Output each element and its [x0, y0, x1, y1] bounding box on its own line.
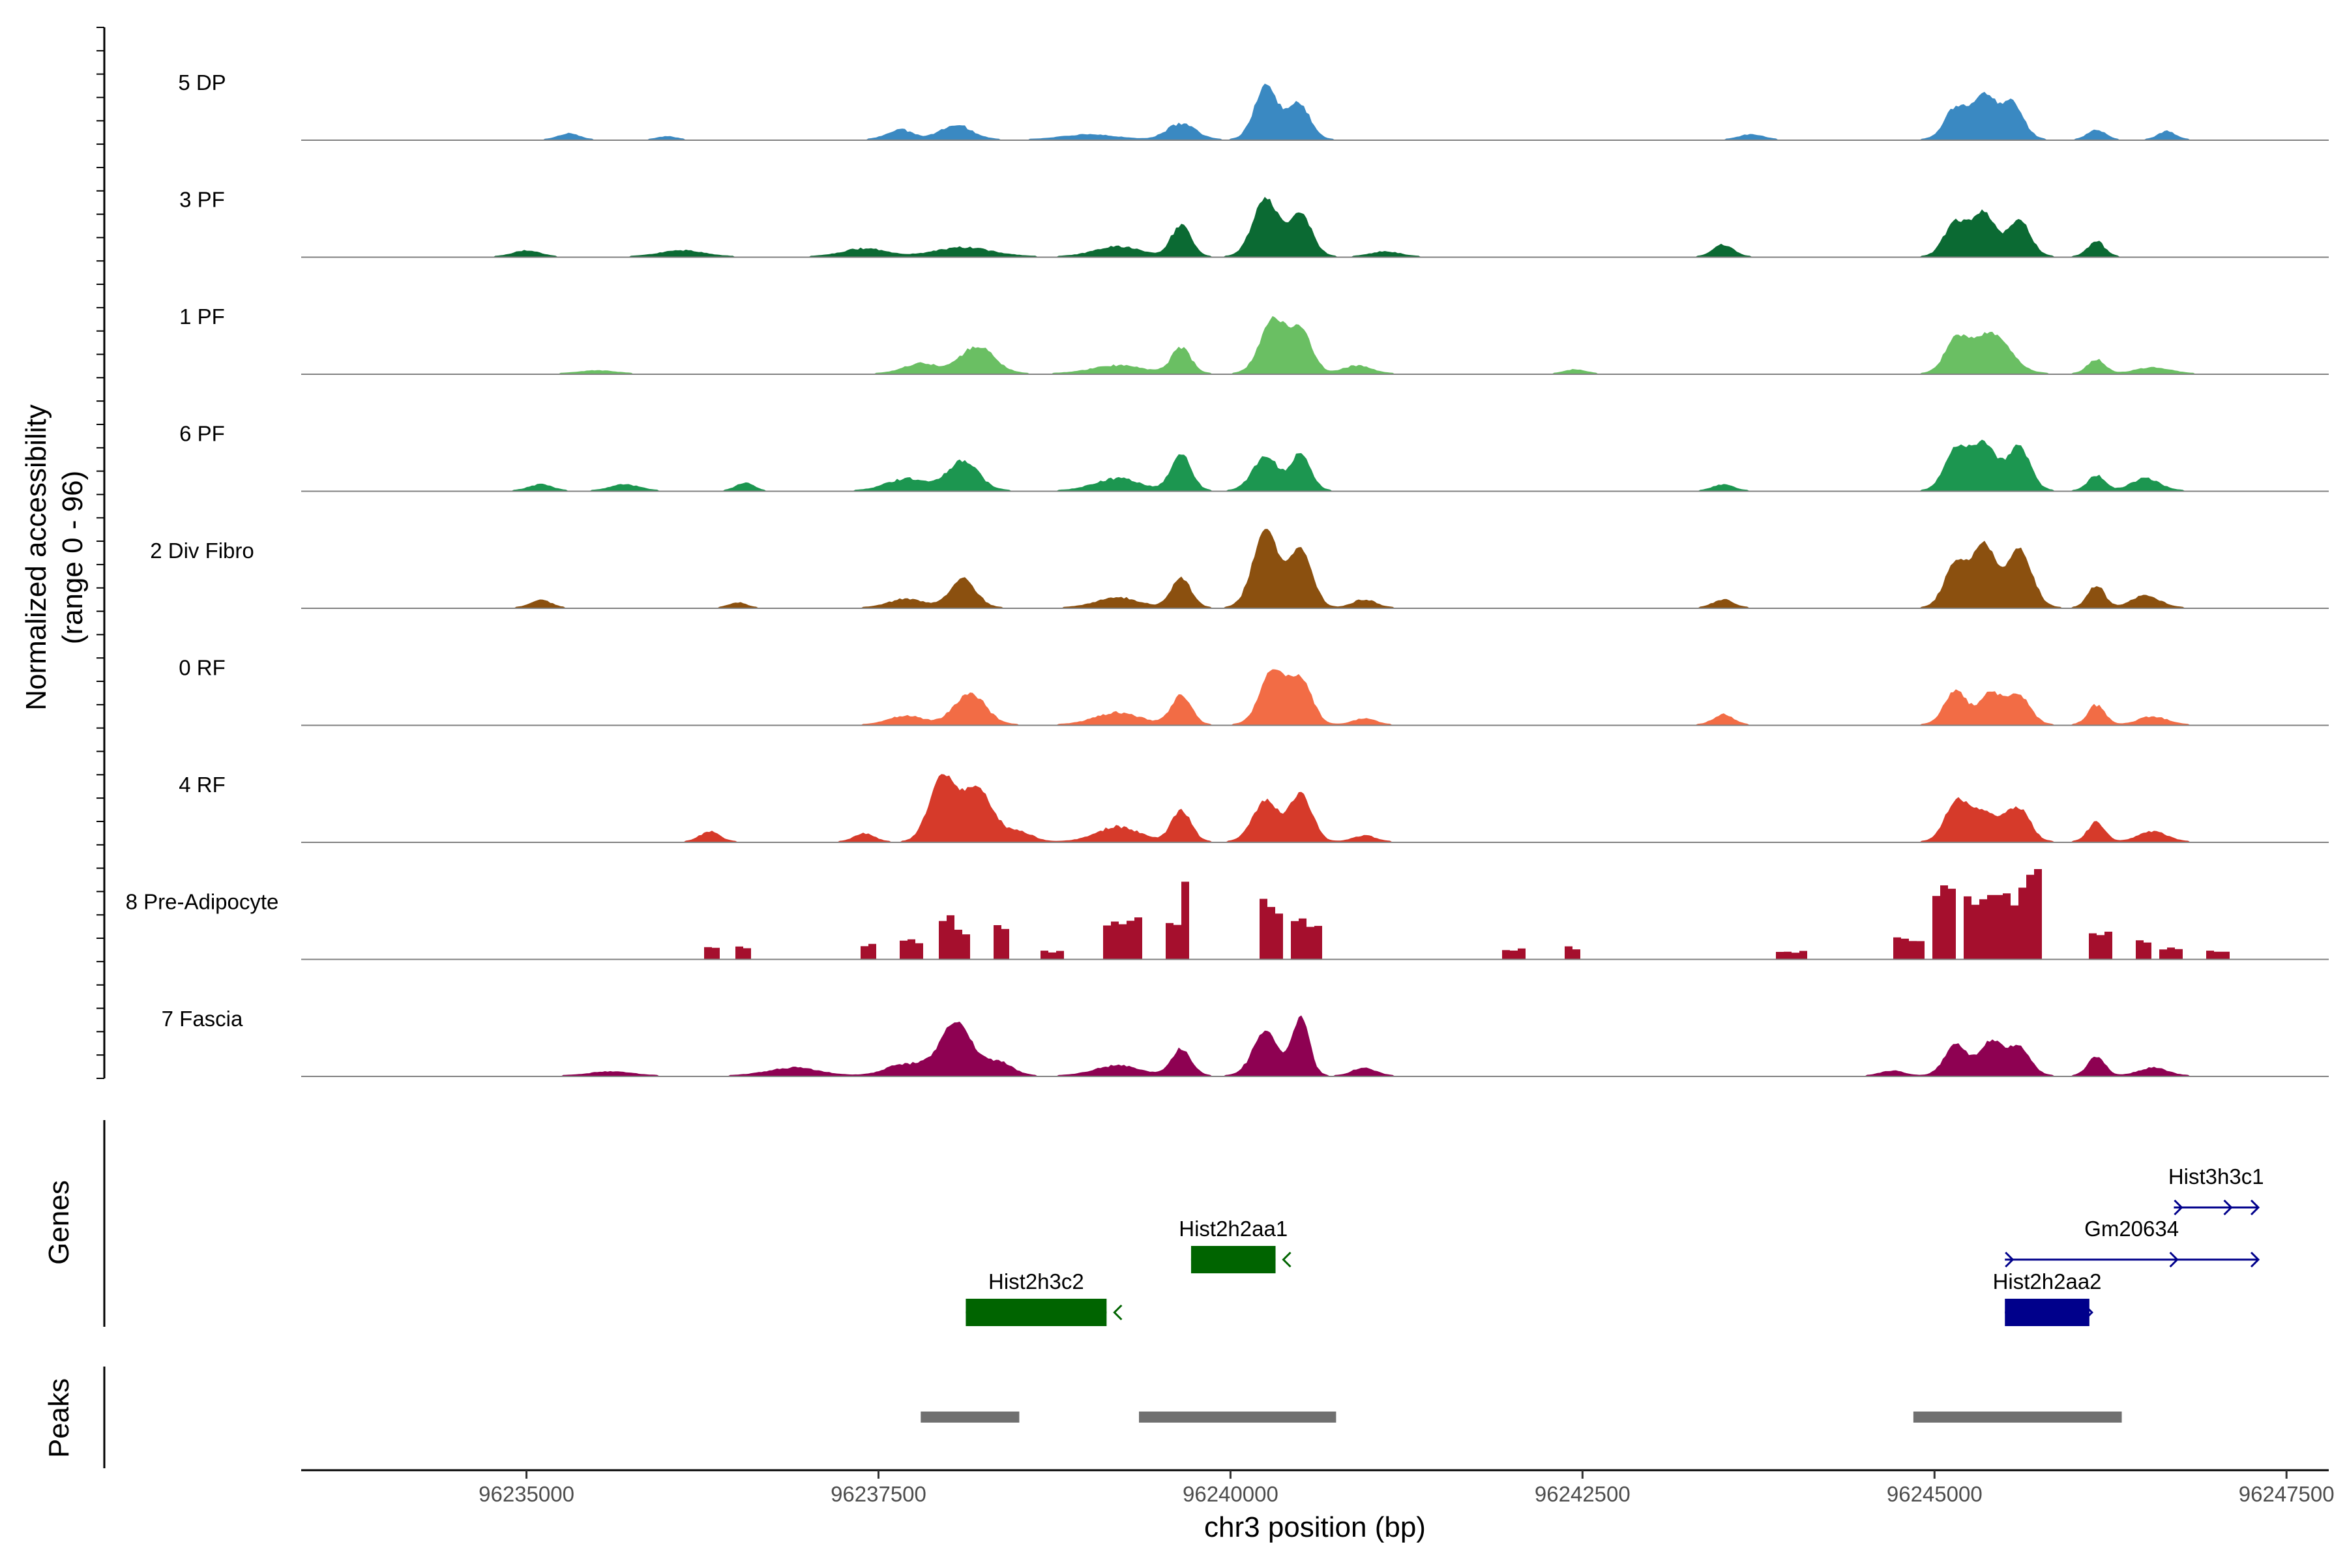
x-tick-label: 96245000	[1887, 1482, 1983, 1506]
peaks-panel	[103, 1367, 2122, 1468]
tracks-panel: 5 DP 3 PF 1 PF 6 PF 2 Div Fibro 0 RF 4 RF 8 Pre…	[96, 27, 2329, 1079]
track-area	[391, 1015, 2239, 1076]
strand-arrow-icon	[2223, 1199, 2233, 1216]
track-area	[391, 316, 2239, 374]
genes-panel: Hist2h3c2 Hist2h2aa1 Hist2h2aa2 Gm20634 Hist…	[103, 1120, 2264, 1327]
track-label: 4 RF	[179, 773, 226, 797]
y-axis-label-line1: Normalized accessibility	[20, 404, 52, 710]
track-label: 1 PF	[179, 304, 225, 329]
track-label: 2 Div Fibro	[150, 539, 254, 563]
peaks-label: Peaks	[43, 1378, 75, 1458]
y-axis-label-line2: (range 0 - 96)	[57, 471, 89, 645]
gene-label: Hist2h2aa1	[1179, 1217, 1288, 1241]
strand-arrow-icon	[2250, 1251, 2260, 1268]
gene-label: Hist2h3c2	[988, 1269, 1084, 1294]
strand-arrow-icon	[2250, 1199, 2260, 1216]
x-axis-label: chr3 position (bp)	[1204, 1511, 1426, 1543]
track-area	[391, 529, 2239, 608]
track-area	[391, 439, 2239, 492]
track-area	[391, 83, 2239, 140]
gene-label: Hist3h3c1	[2168, 1164, 2264, 1189]
gene-body	[1190, 1246, 1276, 1273]
track-area	[391, 774, 2239, 842]
x-tick-label: 96247500	[2239, 1482, 2335, 1506]
track-label: 6 PF	[179, 422, 225, 446]
track-area	[391, 669, 2239, 726]
gene-label: Hist2h2aa2	[1993, 1269, 2102, 1294]
x-tick-label: 96240000	[1183, 1482, 1278, 1506]
strand-arrow-icon	[2174, 1199, 2183, 1216]
peak-region	[1139, 1412, 1336, 1423]
track-area	[391, 869, 2245, 960]
x-tick-label: 96235000	[479, 1482, 574, 1506]
track-label: 5 DP	[178, 70, 226, 95]
gene-body	[966, 1299, 1107, 1326]
gene-label: Gm20634	[2084, 1217, 2179, 1241]
strand-arrow-icon	[1113, 1304, 1123, 1321]
strand-arrow-icon	[2005, 1251, 2015, 1268]
peak-region	[921, 1412, 1020, 1423]
track-area	[391, 196, 2239, 258]
panel-labels: Normalized accessibility (range 0 - 96) …	[20, 404, 1426, 1543]
track-label: 0 RF	[179, 656, 226, 680]
genes-label: Genes	[43, 1180, 75, 1265]
x-tick-label: 96242500	[1535, 1482, 1631, 1506]
x-tick-label: 96237500	[831, 1482, 926, 1506]
gene-body	[2005, 1299, 2089, 1326]
track-label: 7 Fascia	[162, 1007, 243, 1031]
track-label: 3 PF	[179, 188, 225, 212]
track-label: 8 Pre-Adipocyte	[126, 890, 279, 914]
peak-region	[1913, 1412, 2122, 1423]
x-axis: 96235000 96237500 96240000 96242500 96245000…	[301, 1469, 2335, 1506]
strand-arrow-icon	[2169, 1251, 2179, 1268]
strand-arrow-icon	[1282, 1251, 1292, 1268]
strand-arrow-icon	[2084, 1304, 2093, 1321]
